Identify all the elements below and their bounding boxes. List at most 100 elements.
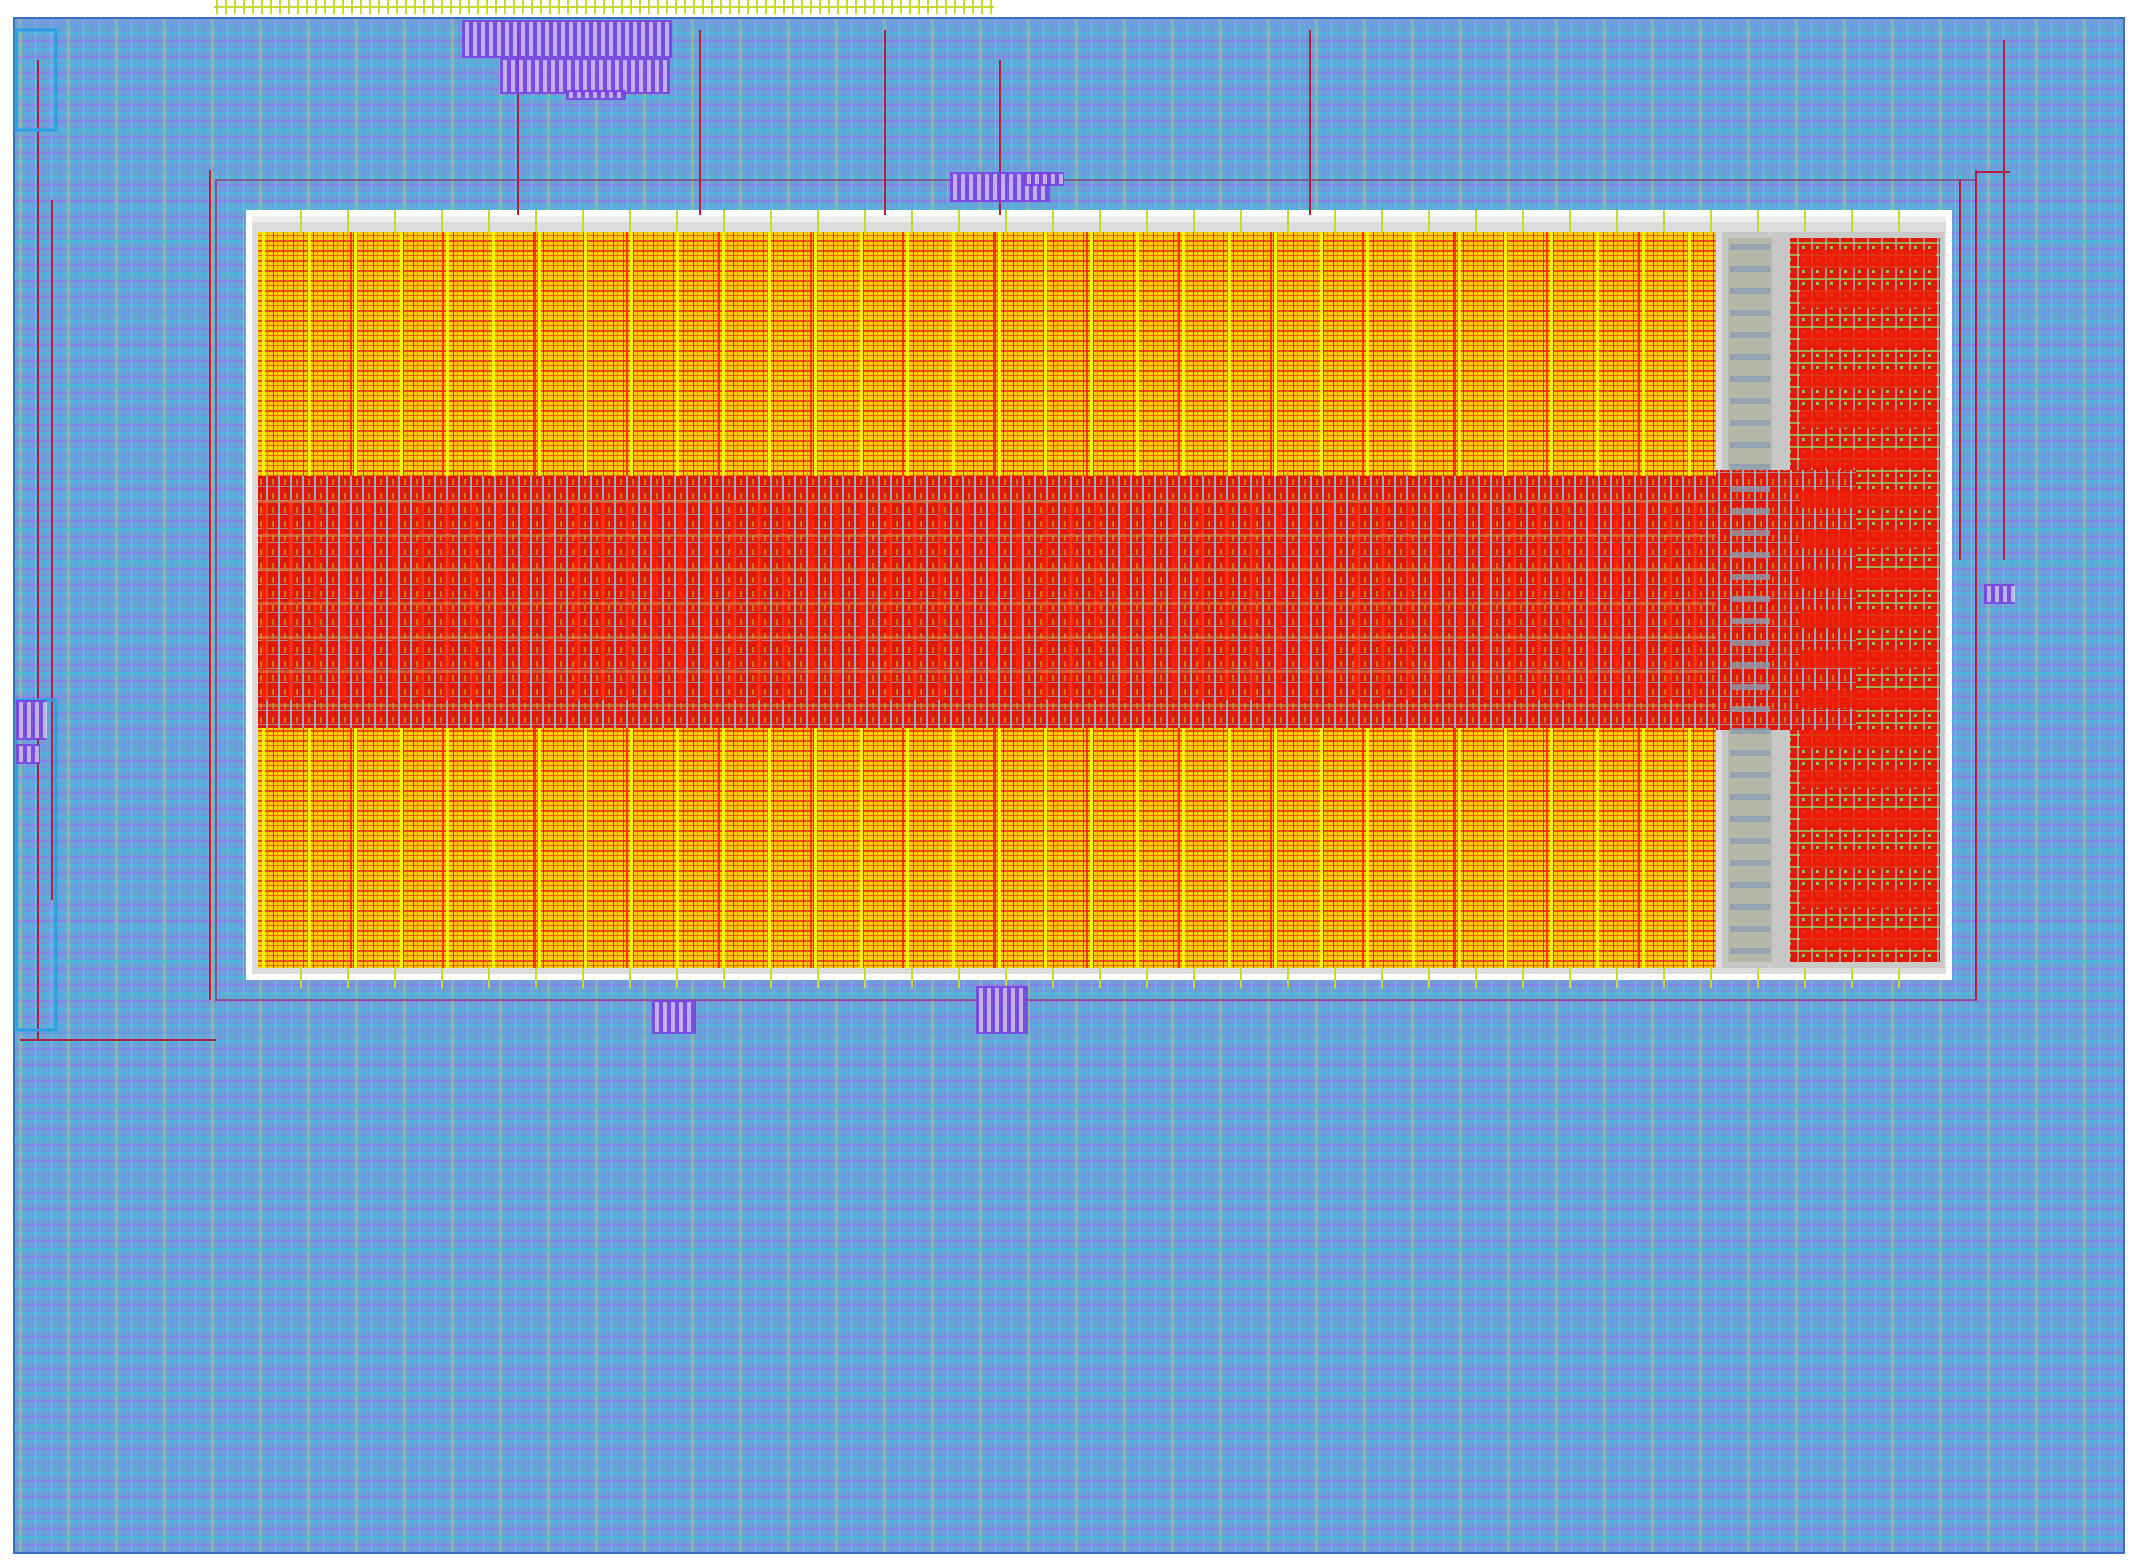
array-bitline-group <box>994 728 996 968</box>
array-bitline-group <box>626 232 628 476</box>
macro-pin <box>1804 968 1806 988</box>
decoder-driver-column <box>1458 500 1464 700</box>
cluster-cell <box>985 174 989 200</box>
decoder-driver-column <box>912 500 918 700</box>
macro-pin <box>1757 210 1759 232</box>
periphery-cell-row <box>1730 266 1770 272</box>
array-column-strap <box>1228 728 1231 968</box>
macro-pin <box>535 968 537 988</box>
array-column-strap <box>998 728 1001 968</box>
decoder-driver-column <box>366 500 372 700</box>
decoder-driver-column <box>652 500 658 700</box>
decoder-driver-column <box>730 500 736 700</box>
cluster-cell <box>27 702 31 738</box>
decoder-driver-column <box>314 500 320 700</box>
periphery-cell-row <box>1730 860 1770 866</box>
decoder-driver-column <box>496 500 502 700</box>
array-column-strap <box>1136 728 1139 968</box>
array-column-strap <box>630 728 633 968</box>
periphery-cell-row <box>1730 244 1770 250</box>
macro-pin <box>1381 210 1383 232</box>
array-bitline-group <box>442 728 444 968</box>
array-column-strap <box>1182 232 1185 476</box>
cluster-cell <box>1041 174 1045 200</box>
decoder-driver-column <box>808 500 814 700</box>
cluster-cell <box>617 92 621 98</box>
cluster-cell <box>599 60 603 92</box>
decoder-driver-column <box>756 500 762 700</box>
decoder-row-stripe <box>258 500 1716 503</box>
macro-pin <box>1334 968 1336 988</box>
macro-pin <box>1099 210 1101 232</box>
decoder-driver-column <box>1354 500 1360 700</box>
array-column-strap <box>1412 232 1415 476</box>
macro-pin <box>958 210 960 232</box>
array-bitline-group <box>534 728 536 968</box>
core-row-stripe <box>14 1320 2124 1323</box>
decoder-driver-column <box>626 500 632 700</box>
cluster-cell <box>687 1002 691 1032</box>
macro-pin <box>300 968 302 988</box>
array-column-strap <box>722 728 725 968</box>
periphery-logic-row <box>1800 410 1936 428</box>
core-power-strap <box>2036 18 2038 1553</box>
core-power-strap <box>1988 18 1990 1553</box>
cluster-cell <box>655 1002 659 1032</box>
macro-pin <box>1522 968 1524 988</box>
core-row-stripe <box>14 1068 2124 1071</box>
decoder-driver-column <box>782 500 788 700</box>
array-bitline-group <box>1270 728 1272 968</box>
macro-pin <box>582 210 584 232</box>
cluster-cell <box>979 988 983 1032</box>
cluster-cell <box>577 92 581 98</box>
decoder-driver-column <box>704 500 710 700</box>
decoder-driver-column <box>964 500 970 700</box>
periphery-cell-row <box>1730 882 1770 888</box>
periphery-cell-row <box>1730 486 1770 492</box>
cluster-cell <box>617 22 621 56</box>
array-column-strap <box>1136 232 1139 476</box>
core-row-stripe <box>14 1392 2124 1395</box>
decoder-driver-column <box>1588 500 1594 700</box>
array-column-strap <box>630 232 633 476</box>
decoder-driver-column <box>1276 500 1282 700</box>
periphery-cell-row <box>1730 574 1770 580</box>
array-bitline-group <box>1362 728 1364 968</box>
array-column-strap <box>906 728 909 968</box>
periphery-cell-row <box>1730 398 1770 404</box>
cluster-cell <box>639 60 643 92</box>
decoder-row-stripe <box>258 534 1716 537</box>
array-column-strap <box>492 728 495 968</box>
macro-pin <box>1005 968 1007 988</box>
array-bitline-group <box>902 232 904 476</box>
array-column-strap <box>262 232 265 476</box>
cluster-cell <box>585 92 589 98</box>
macro-pin <box>1475 968 1477 988</box>
decoder-driver-column <box>600 500 606 700</box>
periphery-cell-row <box>1730 750 1770 756</box>
core-row-stripe <box>14 1536 2124 1539</box>
decoder-row-stripe <box>258 568 1716 571</box>
array-column-strap <box>1320 232 1323 476</box>
macro-pin <box>770 968 772 988</box>
array-column-strap <box>768 728 771 968</box>
cluster-cell <box>1027 174 1031 184</box>
macro-pin <box>394 968 396 988</box>
decoder-driver-column <box>574 500 580 700</box>
cluster-cell <box>663 60 667 92</box>
array-bitline-group <box>1546 232 1548 476</box>
array-column-strap <box>1320 728 1323 968</box>
cluster-cell <box>19 746 23 762</box>
macro-pin <box>488 210 490 232</box>
array-column-strap <box>952 232 955 476</box>
macro-pin <box>1851 210 1853 232</box>
array-bitline-group <box>718 232 720 476</box>
periphery-cell-row <box>1730 332 1770 338</box>
cluster-cell <box>511 60 515 92</box>
macro-pin <box>629 968 631 988</box>
array-column-strap <box>1274 728 1277 968</box>
macro-pin <box>394 210 396 232</box>
cluster-cell <box>607 60 611 92</box>
cluster-cell <box>473 22 477 56</box>
